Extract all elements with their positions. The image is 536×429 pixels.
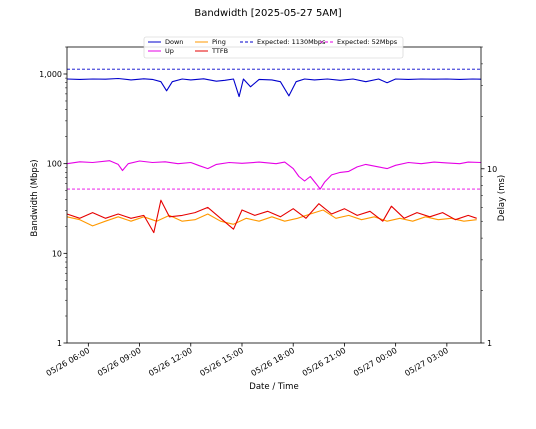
- y-tick-label-2: 100: [47, 160, 62, 169]
- y-tick-label-1: 10: [52, 249, 62, 258]
- y2-tick-label-1: 10: [487, 165, 497, 174]
- x-tick-label-7: 05/27 03:00: [403, 346, 450, 378]
- x-tick-label-4: 05/26 18:00: [250, 346, 297, 378]
- plot-frame: [66, 46, 482, 344]
- x-axis-label: Date / Time: [249, 382, 298, 392]
- series-line-2: [66, 209, 477, 227]
- legend-label-4: Expected: 1130Mbps: [257, 38, 326, 46]
- x-tick-label-6: 05/27 00:00: [352, 346, 399, 378]
- y2-tick-label-0: 1: [487, 339, 492, 348]
- y-axis-label: Bandwidth (Mbps): [30, 159, 40, 236]
- y-tick-label-0: 1: [57, 339, 62, 348]
- plot-area: [66, 68, 482, 234]
- legend-label-1: Up: [165, 47, 174, 55]
- x-tick-label-2: 05/26 12:00: [147, 346, 194, 378]
- series-line-3: [66, 199, 477, 234]
- chart-title: Bandwidth [2025-05-27 5AM]: [194, 8, 341, 19]
- x-tick-label-5: 05/26 21:00: [301, 346, 348, 378]
- series-line-1: [66, 160, 482, 190]
- legend-label-5: Expected: 52Mbps: [337, 38, 398, 46]
- legend-label-2: Ping: [212, 38, 226, 46]
- x-tick-label-1: 05/26 09:00: [96, 346, 143, 378]
- y2-axis-label: Delay (ms): [497, 175, 507, 221]
- x-tick-label-3: 05/26 15:00: [198, 346, 245, 378]
- legend-box: [143, 36, 404, 59]
- x-tick-label-0: 05/26 06:00: [45, 346, 92, 378]
- y-tick-label-3: 1,000: [39, 70, 62, 79]
- series-line-0: [66, 77, 482, 98]
- legend-label-3: TTFB: [211, 47, 228, 55]
- legend-label-0: Down: [165, 38, 183, 46]
